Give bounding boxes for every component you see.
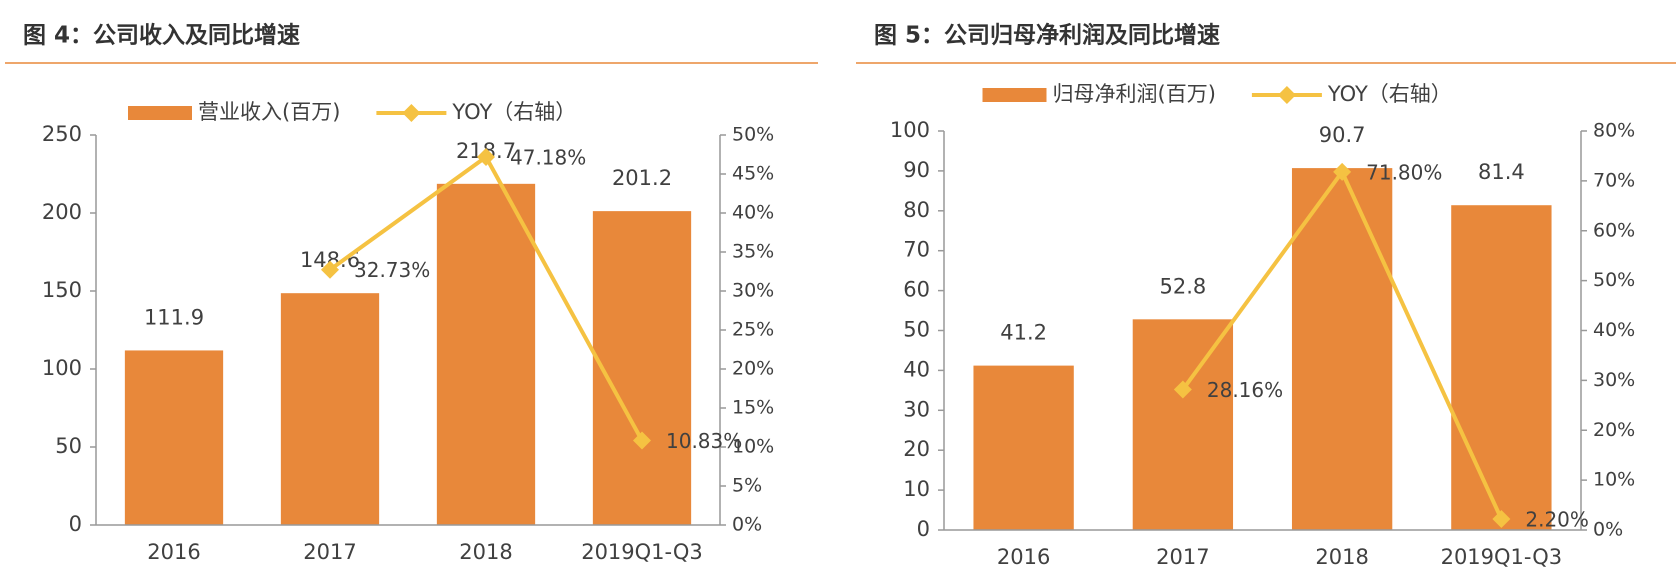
legend-label: 营业收入(百万) [198, 100, 340, 124]
y2-tick-label: 50% [732, 124, 774, 146]
y2-tick-label: 70% [1593, 169, 1635, 191]
y-tick-label: 50 [903, 318, 930, 342]
x-tick-label: 2016 [147, 540, 200, 564]
x-tick-label: 2017 [303, 540, 356, 564]
bar [973, 365, 1074, 530]
y-tick-label: 40 [903, 357, 930, 381]
legend-label: YOY（右轴） [1327, 82, 1452, 106]
y2-tick-label: 45% [732, 163, 774, 185]
yoy-value-label: 28.16% [1207, 378, 1283, 402]
y2-tick-label: 30% [1593, 369, 1635, 391]
y-tick-label: 200 [42, 200, 82, 224]
bar [1451, 205, 1552, 531]
x-tick-label: 2019Q1-Q3 [1441, 545, 1563, 569]
y2-tick-label: 35% [732, 241, 774, 263]
x-tick-label: 2018 [459, 540, 512, 564]
bar-value-label: 81.4 [1478, 160, 1525, 184]
bar-value-label: 41.2 [1000, 321, 1047, 345]
yoy-value-label: 32.73% [354, 258, 430, 282]
y2-tick-label: 40% [732, 202, 774, 224]
y2-tick-label: 30% [732, 280, 774, 302]
bar [592, 211, 692, 526]
y2-tick-label: 5% [732, 475, 762, 497]
y2-tick-label: 80% [1593, 120, 1635, 142]
y-tick-label: 80 [903, 198, 930, 222]
y2-tick-label: 0% [1593, 519, 1623, 541]
y2-tick-label: 20% [732, 358, 774, 380]
legend-swatch [982, 88, 1047, 102]
yoy-marker [1492, 510, 1511, 529]
bar [436, 183, 536, 525]
bar-value-label: 52.8 [1159, 274, 1206, 298]
y2-tick-label: 60% [1593, 219, 1635, 241]
legend-label: 归母净利润(百万) [1053, 82, 1216, 106]
bar [124, 350, 224, 525]
y2-tick-label: 15% [732, 397, 774, 419]
yoy-marker [477, 147, 495, 166]
y-tick-label: 10 [903, 477, 930, 501]
yoy-marker [633, 431, 651, 450]
y-tick-label: 20 [903, 437, 930, 461]
y2-tick-label: 10% [1593, 469, 1635, 491]
yoy-value-label: 71.80% [1366, 160, 1442, 184]
chart-title: 图 5：公司归母净利润及同比增速 [874, 22, 1220, 49]
bar-value-label: 111.9 [144, 305, 204, 329]
legend-label: YOY（右轴） [451, 100, 576, 124]
legend-swatch-marker [402, 104, 421, 122]
y-tick-label: 90 [903, 158, 930, 182]
x-tick-label: 2019Q1-Q3 [581, 540, 703, 564]
y2-tick-label: 25% [732, 319, 774, 341]
y-tick-label: 70 [903, 238, 930, 262]
y-tick-label: 100 [890, 118, 930, 142]
x-tick-label: 2017 [1156, 545, 1209, 569]
y2-tick-label: 10% [732, 436, 774, 458]
chart-title: 图 4：公司收入及同比增速 [23, 22, 300, 49]
bar [1291, 168, 1393, 530]
bar [280, 293, 380, 525]
yoy-marker [1173, 380, 1192, 399]
y-tick-label: 0 [917, 517, 930, 541]
yoy-value-label: 10.83% [666, 429, 742, 453]
y-tick-label: 150 [42, 278, 82, 302]
y2-tick-label: 0% [732, 514, 762, 536]
bar-value-label: 201.2 [612, 166, 672, 190]
legend-swatch [128, 106, 192, 120]
y-tick-label: 60 [903, 278, 930, 302]
yoy-value-label: 47.18% [510, 145, 586, 169]
y-tick-label: 100 [42, 356, 82, 380]
legend-swatch-marker [1277, 86, 1296, 104]
y-tick-label: 50 [55, 434, 82, 458]
x-tick-label: 2016 [997, 545, 1050, 569]
x-tick-label: 2018 [1315, 545, 1368, 569]
y2-tick-label: 50% [1593, 269, 1635, 291]
bar-value-label: 90.7 [1319, 123, 1366, 147]
bar [1132, 319, 1234, 530]
y-tick-label: 30 [903, 397, 930, 421]
y-tick-label: 250 [42, 122, 82, 146]
y-tick-label: 0 [69, 512, 82, 536]
y2-tick-label: 20% [1593, 419, 1635, 441]
yoy-value-label: 2.20% [1525, 508, 1589, 532]
yoy-marker [1333, 162, 1352, 181]
yoy-marker [321, 260, 339, 279]
y2-tick-label: 40% [1593, 319, 1635, 341]
